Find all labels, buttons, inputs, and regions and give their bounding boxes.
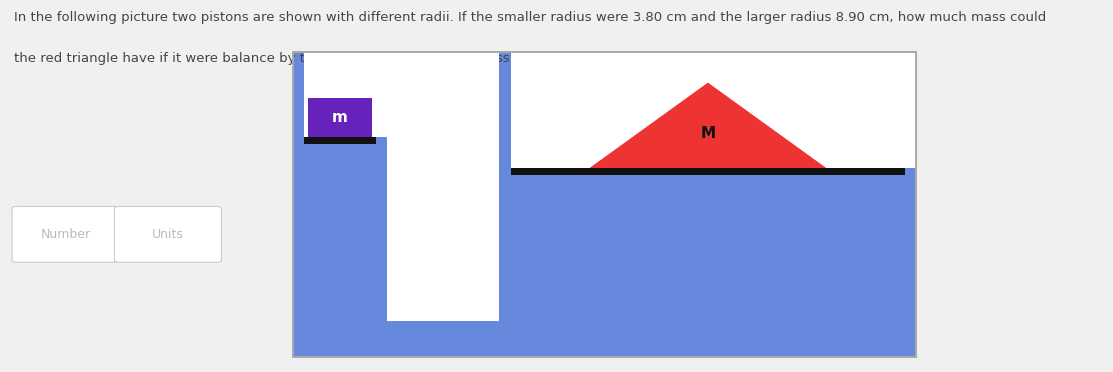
Text: In the following picture two pistons are shown with different radii. If the smal: In the following picture two pistons are… bbox=[14, 11, 1046, 24]
Bar bbox=[511, 52, 905, 357]
Text: Number: Number bbox=[40, 228, 90, 241]
Text: m: m bbox=[332, 110, 348, 125]
Bar bbox=[376, 52, 387, 138]
Bar bbox=[376, 52, 387, 321]
Polygon shape bbox=[590, 83, 826, 168]
Bar bbox=[308, 98, 373, 138]
Bar bbox=[304, 52, 376, 138]
Bar bbox=[293, 321, 916, 357]
Bar bbox=[293, 52, 304, 357]
Bar bbox=[304, 138, 376, 144]
Bar bbox=[304, 138, 376, 144]
Bar bbox=[511, 52, 905, 168]
Bar bbox=[304, 52, 376, 357]
Bar bbox=[500, 52, 511, 321]
Text: the red triangle have if it were balance by the purple block having a mass of m : the red triangle have if it were balance… bbox=[14, 52, 615, 65]
FancyBboxPatch shape bbox=[115, 206, 221, 262]
Bar bbox=[387, 52, 500, 321]
Text: Units: Units bbox=[152, 228, 184, 241]
Bar bbox=[511, 168, 905, 175]
Bar bbox=[905, 52, 916, 357]
FancyBboxPatch shape bbox=[12, 206, 119, 262]
Text: M: M bbox=[700, 126, 716, 141]
Bar bbox=[511, 168, 905, 175]
Bar bbox=[905, 52, 916, 168]
